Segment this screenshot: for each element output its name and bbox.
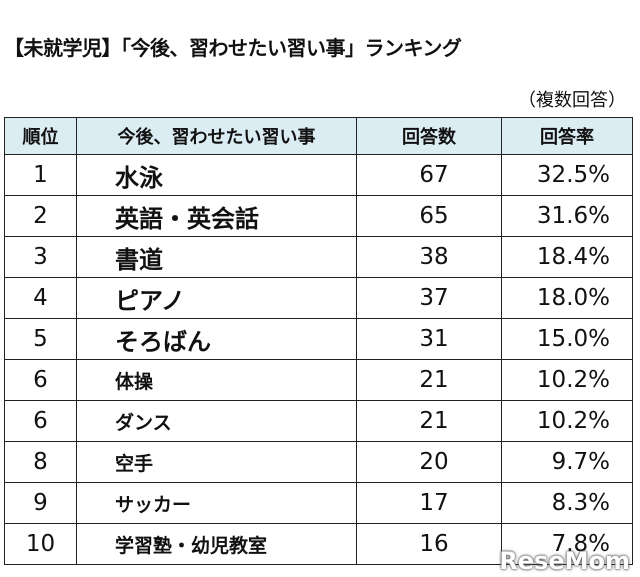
rank-cell: 6 — [4, 400, 77, 442]
rate-cell: 32.5% — [501, 154, 633, 196]
table-body: 1 水泳 67 32.5% 2 英語・英会話 65 31.6% 3 書道 38 18.4% 4 ピアノ 37… — [4, 154, 633, 565]
activity-cell: ダンス — [76, 400, 357, 442]
watermark: ReseMom — [499, 547, 630, 575]
count-cell: 65 — [356, 195, 502, 237]
rank-cell: 8 — [4, 441, 77, 483]
activity-cell: 学習塾・幼児教室 — [76, 523, 357, 565]
rate-cell: 15.0% — [501, 318, 633, 360]
column-header: 順位 — [4, 117, 77, 155]
table-row: 2 英語・英会話 65 31.6% — [4, 195, 633, 237]
rank-cell: 4 — [4, 277, 77, 319]
count-cell: 37 — [356, 277, 502, 319]
activity-cell: 英語・英会話 — [76, 195, 357, 237]
ranking-table: 順位 今後、習わせたい習い事 回答数 回答率 1 水泳 67 32.5% 2 英語・英会話 65 3… — [4, 117, 633, 565]
table-row: 3 書道 38 18.4% — [4, 236, 633, 278]
count-cell: 67 — [356, 154, 502, 196]
count-cell: 38 — [356, 236, 502, 278]
count-cell: 31 — [356, 318, 502, 360]
rank-cell: 1 — [4, 154, 77, 196]
rank-cell: 2 — [4, 195, 77, 237]
rate-cell: 31.6% — [501, 195, 633, 237]
activity-cell: サッカー — [76, 482, 357, 524]
rank-cell: 3 — [4, 236, 77, 278]
activity-cell: 空手 — [76, 441, 357, 483]
count-cell: 21 — [356, 359, 502, 401]
column-header: 回答率 — [501, 117, 633, 155]
rate-cell: 18.4% — [501, 236, 633, 278]
rank-cell: 5 — [4, 318, 77, 360]
table-row: 5 そろばん 31 15.0% — [4, 318, 633, 360]
activity-cell: ピアノ — [76, 277, 357, 319]
column-header: 回答数 — [356, 117, 502, 155]
table-row: 4 ピアノ 37 18.0% — [4, 277, 633, 319]
rate-cell: 9.7% — [501, 441, 633, 483]
rank-cell: 9 — [4, 482, 77, 524]
table-row: 8 空手 20 9.7% — [4, 441, 633, 483]
title: 【未就学児】「今後、習わせたい習い事」ランキング — [4, 36, 462, 60]
activity-cell: 書道 — [76, 236, 357, 278]
table-row: 10 学習塾・幼児教室 16 7.8% — [4, 523, 633, 565]
rate-cell: 10.2% — [501, 400, 633, 442]
table-row: 6 ダンス 21 10.2% — [4, 400, 633, 442]
table-row: 1 水泳 67 32.5% — [4, 154, 633, 196]
rate-cell: 7.8% — [501, 523, 633, 565]
activity-cell: 水泳 — [76, 154, 357, 196]
header-row: 順位 今後、習わせたい習い事 回答数 回答率 — [4, 117, 633, 155]
activity-cell: そろばん — [76, 318, 357, 360]
rank-cell: 10 — [4, 523, 77, 565]
table-row: 9 サッカー 17 8.3% — [4, 482, 633, 524]
table-row: 6 体操 21 10.2% — [4, 359, 633, 401]
column-header: 今後、習わせたい習い事 — [76, 117, 357, 155]
count-cell: 17 — [356, 482, 502, 524]
rank-cell: 6 — [4, 359, 77, 401]
rate-cell: 18.0% — [501, 277, 633, 319]
count-cell: 21 — [356, 400, 502, 442]
count-cell: 20 — [356, 441, 502, 483]
activity-cell: 体操 — [76, 359, 357, 401]
count-cell: 16 — [356, 523, 502, 565]
note: （複数回答） — [518, 90, 626, 111]
rate-cell: 8.3% — [501, 482, 633, 524]
rate-cell: 10.2% — [501, 359, 633, 401]
